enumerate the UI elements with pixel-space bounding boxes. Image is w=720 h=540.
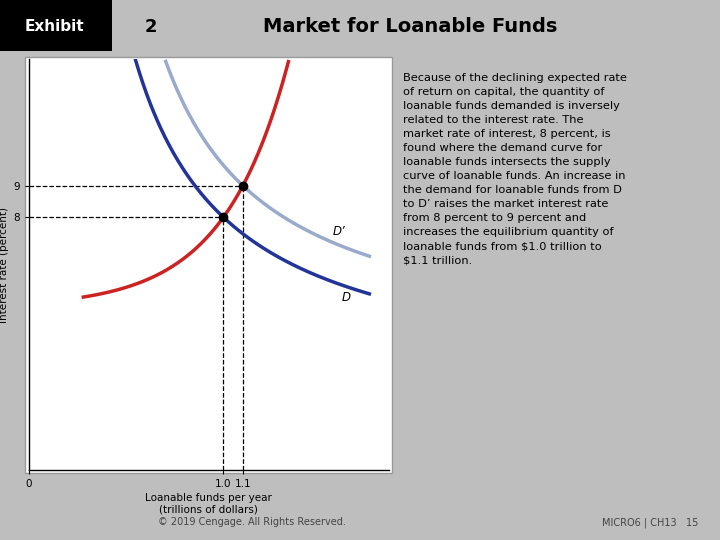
Text: Market for Loanable Funds: Market for Loanable Funds	[264, 17, 557, 36]
Text: MICRO6 | CH13   15: MICRO6 | CH13 15	[602, 517, 698, 528]
Bar	[0, 0, 112, 51]
Text: 2: 2	[145, 18, 158, 36]
Text: Exhibit: Exhibit	[24, 19, 84, 34]
Y-axis label: Interest rate (percent): Interest rate (percent)	[0, 207, 9, 322]
Text: D’: D’	[333, 225, 345, 238]
Text: D: D	[342, 291, 351, 304]
Text: © 2019 Cengage. All Rights Reserved.: © 2019 Cengage. All Rights Reserved.	[158, 517, 346, 528]
X-axis label: Loanable funds per year
(trillions of dollars): Loanable funds per year (trillions of do…	[145, 493, 272, 515]
Text: Because of the declining expected rate
of return on capital, the quantity of
loa: Because of the declining expected rate o…	[403, 73, 627, 265]
